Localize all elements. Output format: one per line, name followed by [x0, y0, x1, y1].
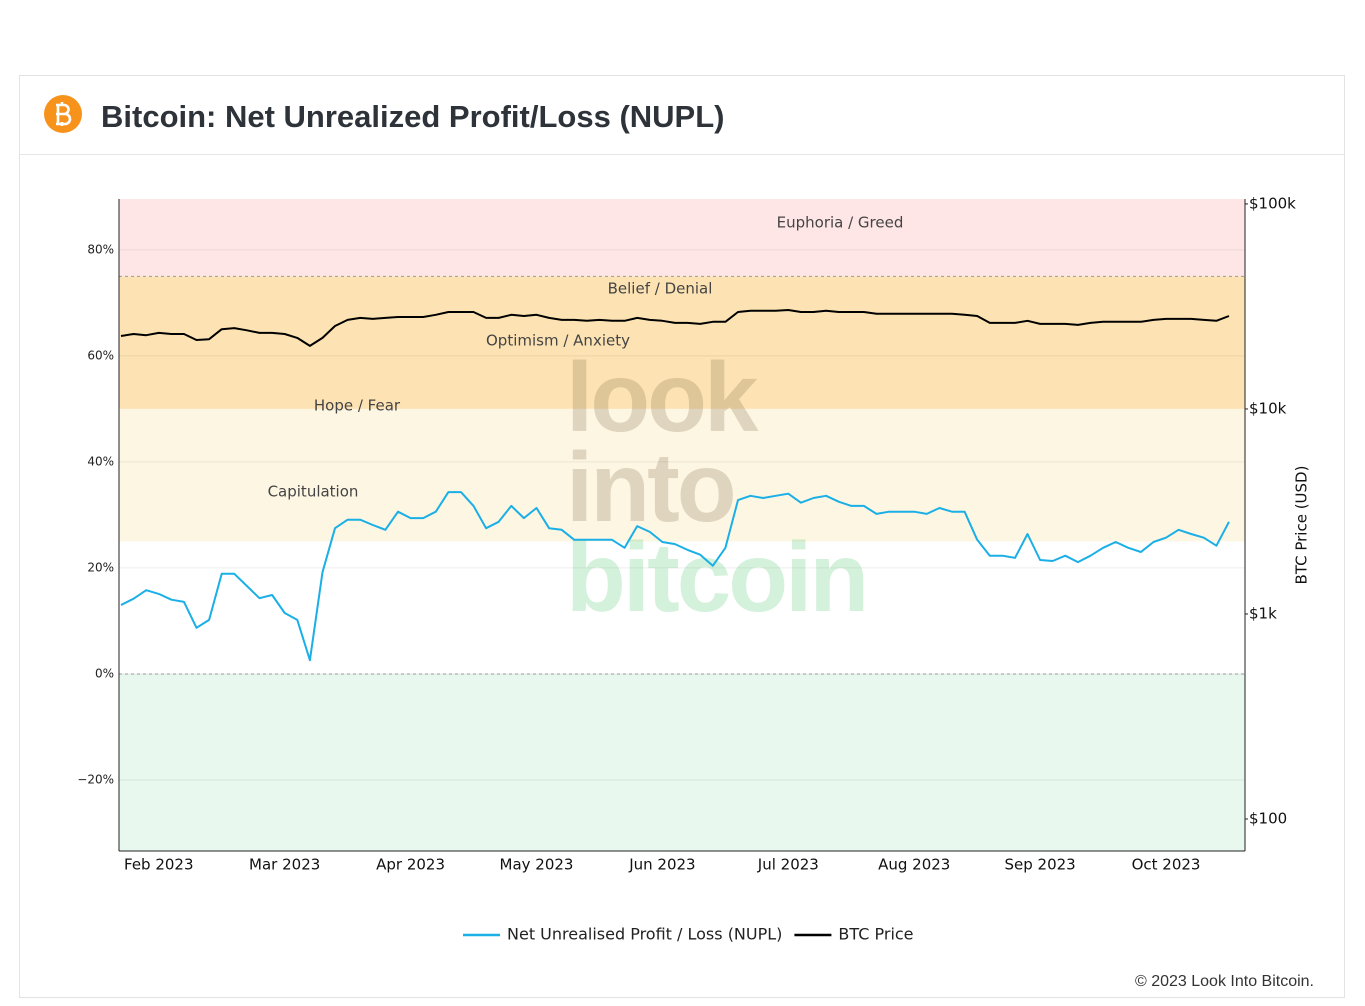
y2-tick-label: $1k — [1249, 604, 1277, 622]
bitcoin-icon — [44, 95, 82, 133]
zone-label: Hope / Fear — [314, 397, 401, 415]
x-tick-label: Mar 2023 — [249, 856, 320, 874]
overlay — [118, 199, 1248, 852]
copyright: © 2023 Look Into Bitcoin. — [1135, 973, 1314, 990]
series-line — [120, 491, 1230, 662]
y-tick-label: 0% — [95, 666, 114, 680]
x-tick-label: Oct 2023 — [1132, 856, 1201, 874]
x-tick-label: May 2023 — [500, 856, 574, 874]
watermark: look — [566, 342, 759, 452]
zone-label: Optimism / Anxiety — [486, 332, 630, 350]
watermark: bitcoin — [566, 522, 866, 632]
zone-band — [119, 276, 1245, 409]
y2-tick-label: $100k — [1249, 194, 1296, 212]
x-tick-label: Aug 2023 — [878, 856, 950, 874]
chart-title: Bitcoin: Net Unrealized Profit/Loss (NUP… — [101, 99, 724, 134]
zone-band — [119, 199, 1245, 277]
series-line — [120, 309, 1230, 347]
y-tick-label: −20% — [77, 772, 114, 786]
y2-axis-title: BTC Price (USD) — [1293, 466, 1311, 585]
zone-label: Capitulation — [268, 483, 359, 501]
legend-label: BTC Price — [838, 925, 913, 944]
x-tick-label: Jul 2023 — [757, 856, 819, 874]
x-tick-label: Apr 2023 — [376, 856, 445, 874]
y-tick-label: 80% — [87, 242, 114, 256]
y2-tick-label: $100 — [1249, 809, 1287, 827]
x-tick-label: Jun 2023 — [628, 856, 695, 874]
zone-label: Euphoria / Greed — [777, 214, 904, 232]
y2-tick-label: $10k — [1249, 399, 1287, 417]
y-tick-label: 20% — [87, 560, 114, 574]
zone-band — [119, 673, 1245, 851]
x-tick-label: Sep 2023 — [1005, 856, 1076, 874]
zone-band — [119, 408, 1245, 542]
y-tick-label: 60% — [87, 348, 114, 362]
watermark: into — [566, 432, 734, 542]
zone-label: Belief / Denial — [608, 280, 713, 298]
y-tick-label: 40% — [87, 454, 114, 468]
legend-label: Net Unrealised Profit / Loss (NUPL) — [507, 925, 782, 944]
x-tick-label: Feb 2023 — [124, 856, 194, 874]
